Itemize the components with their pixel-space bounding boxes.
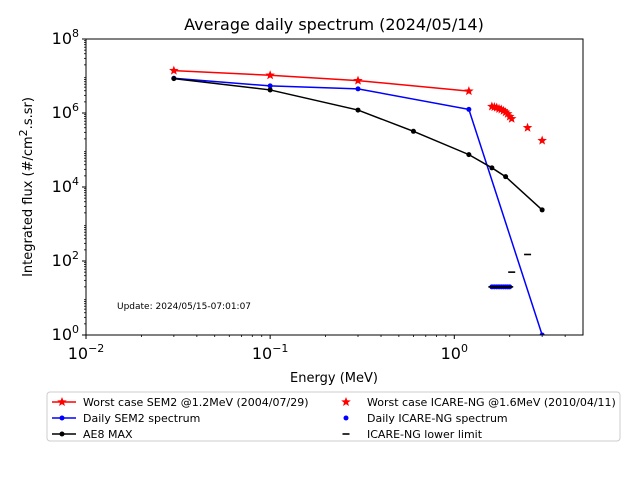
x-tick-label: 10−1 [252, 342, 289, 363]
legend-swatch-marker [341, 397, 351, 407]
data-point [539, 332, 545, 335]
legend-item-2: AE8 MAX [52, 428, 133, 441]
legend-label: AE8 MAX [83, 428, 133, 441]
legend-label: ICARE-NG lower limit [367, 428, 483, 441]
data-point [169, 65, 179, 75]
data-point [498, 105, 509, 115]
data-point [537, 135, 547, 145]
data-point [539, 207, 545, 213]
data-point [489, 165, 495, 171]
y-tick-label: 100 [52, 323, 79, 344]
data-point [496, 104, 507, 114]
legend: Worst case SEM2 @1.2MeV (2004/07/29) Dail… [46, 391, 621, 442]
data-point [506, 113, 517, 123]
legend-label: Worst case SEM2 @1.2MeV (2004/07/29) [83, 396, 308, 409]
plot-area [169, 65, 547, 335]
legend-item-3: Worst case ICARE-NG @1.6MeV (2010/04/11) [341, 396, 616, 409]
data-point [267, 83, 273, 89]
data-point [265, 70, 275, 80]
data-point [522, 122, 533, 132]
legend-swatch-marker [57, 397, 67, 407]
legend-label: Worst case ICARE-NG @1.6MeV (2010/04/11) [367, 396, 616, 409]
x-tick-label: 10−2 [68, 342, 105, 363]
data-point [500, 107, 511, 117]
legend-frame [46, 391, 621, 442]
y-tick-label: 108 [52, 27, 79, 48]
y-axis: 100 102 104 106 108 [52, 27, 86, 344]
legend-item-0: Worst case SEM2 @1.2MeV (2004/07/29) [52, 396, 308, 409]
data-point [502, 108, 513, 118]
x-tick-label: 100 [441, 342, 468, 363]
series-3 [487, 101, 547, 145]
legend-swatch-marker [59, 431, 65, 437]
data-point [503, 174, 509, 180]
series-0 [169, 65, 474, 96]
series-line-2 [173, 77, 543, 211]
series-line-1 [173, 77, 543, 335]
legend-swatch-marker [59, 415, 65, 421]
data-point [353, 75, 363, 85]
series-5 [488, 253, 532, 288]
x-axis: 10−2 10−1 100 [68, 335, 566, 363]
y-tick-label: 104 [52, 175, 79, 196]
legend-item-1: Daily SEM2 spectrum [52, 412, 200, 425]
plot-frame [85, 38, 584, 336]
series-2 [171, 76, 545, 213]
y-tick-label: 102 [52, 249, 79, 270]
data-point [466, 152, 472, 158]
y-axis-label: Integrated flux (#/cm2.s.sr) [17, 97, 36, 277]
chart-title: Average daily spectrum (2024/05/14) [184, 15, 484, 34]
data-point [504, 111, 515, 121]
data-point [466, 106, 472, 112]
data-point [491, 102, 502, 112]
update-annotation: Update: 2024/05/15-07:01:07 [117, 302, 251, 312]
data-point [355, 107, 361, 113]
data-point [267, 87, 273, 93]
legend-label: Daily SEM2 spectrum [83, 412, 200, 425]
data-point [410, 128, 416, 134]
x-axis-label: Energy (MeV) [290, 371, 378, 386]
data-point [464, 86, 474, 96]
legend-item-4: Daily ICARE-NG spectrum [343, 412, 508, 425]
legend-item-5: ICARE-NG lower limit [342, 428, 483, 441]
legend-label: Daily ICARE-NG spectrum [367, 412, 508, 425]
data-point [171, 76, 177, 82]
legend-swatch-marker [343, 415, 349, 421]
series-1 [171, 75, 545, 335]
data-point [355, 86, 361, 92]
series-line-0 [173, 69, 469, 92]
y-tick-label: 106 [52, 101, 79, 122]
